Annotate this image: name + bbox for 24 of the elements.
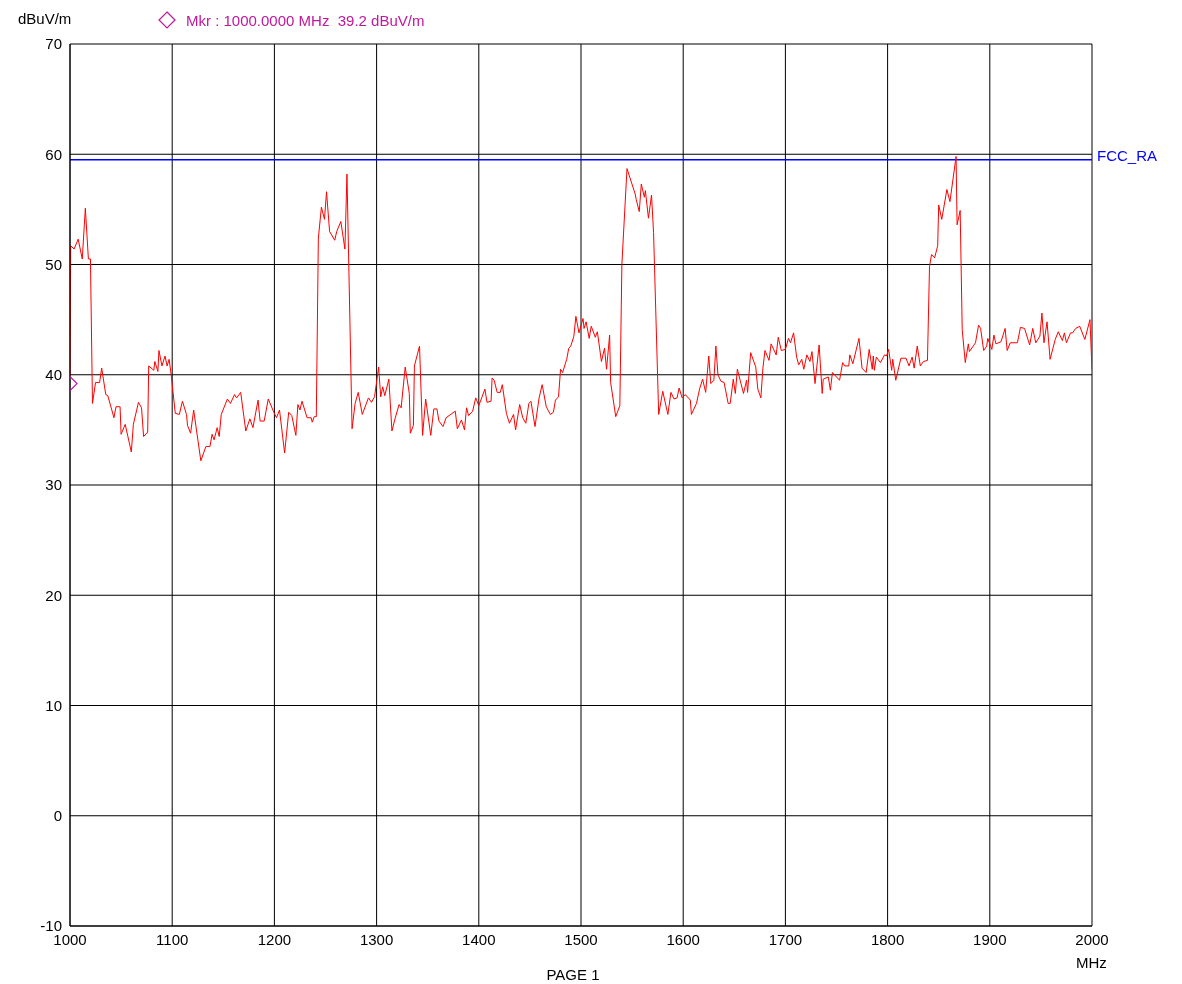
- x-tick-label: 1500: [564, 930, 598, 948]
- text: PAGE 1: [546, 966, 600, 983]
- x-axis-title: MHz: [1076, 954, 1107, 971]
- y-tick-label: 60: [45, 145, 62, 163]
- x-tick-label: 1900: [973, 930, 1007, 948]
- y-tick-label: 40: [45, 366, 62, 384]
- x-tick-label: 1200: [257, 930, 292, 948]
- y-tick-label: 50: [45, 255, 62, 273]
- y-tick-label: 0: [53, 807, 62, 825]
- x-tick-label: 1100: [156, 930, 189, 948]
- x-tick-label: 1400: [462, 930, 496, 948]
- y-axis-title: dBuV/m: [18, 10, 72, 27]
- y-tick-label: 10: [45, 696, 62, 714]
- x-tick-label: 1700: [768, 930, 803, 948]
- line-series: [70, 155, 1092, 462]
- x-tick-label: 1800: [870, 930, 905, 948]
- legend-label: Mkr : 1000.0000 MHz 39.2 dBuV/m: [186, 11, 425, 29]
- x-tick-label: 1300: [359, 930, 394, 948]
- ref-line-label: FCC_RA: [1097, 147, 1158, 165]
- y-tick-label: 20: [45, 586, 62, 604]
- y-tick-label: 70: [45, 35, 62, 53]
- y-tick-label: 30: [45, 476, 62, 494]
- x-tick-label: 1600: [666, 930, 700, 948]
- x-tick-label: 2000: [1075, 930, 1109, 948]
